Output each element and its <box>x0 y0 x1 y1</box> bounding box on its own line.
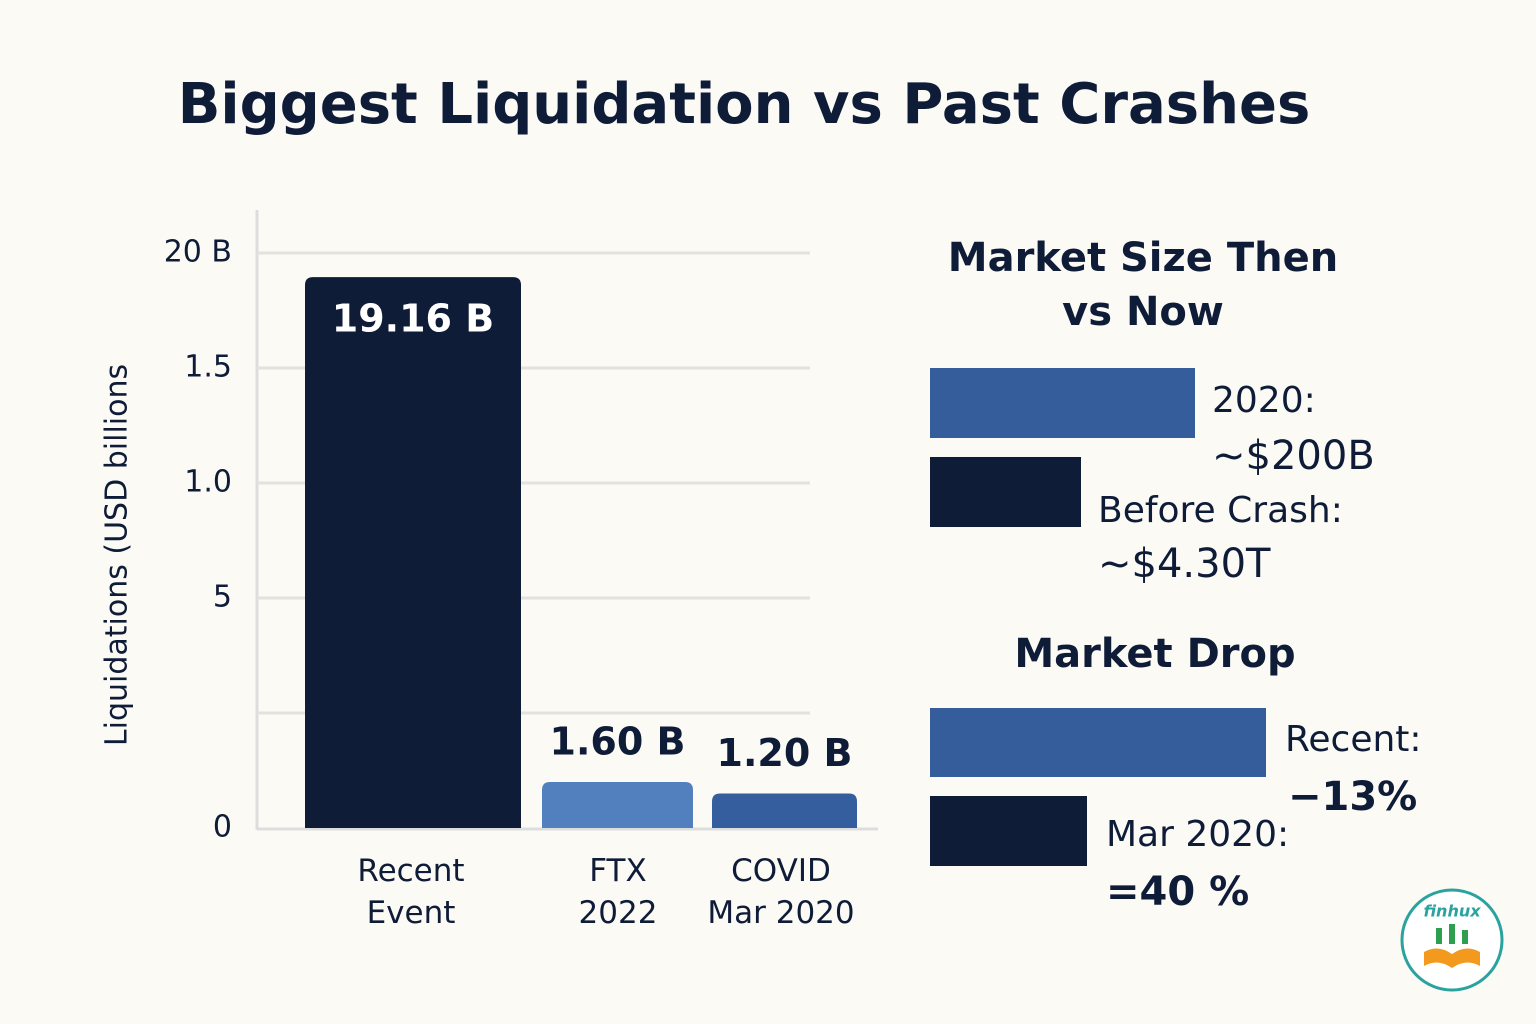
value-label: 1.60 B <box>550 720 686 764</box>
y-tick-label: 1.0 <box>184 465 232 500</box>
panel-title: vs Now <box>1062 289 1224 335</box>
logo-icon <box>1449 924 1455 944</box>
value-label: 19.16 B <box>332 297 494 341</box>
logo-icon <box>1462 930 1468 944</box>
x-tick-label: FTX 2022 <box>578 853 658 931</box>
panel-value: −13% <box>1288 774 1417 820</box>
logo-icon <box>1436 928 1442 944</box>
bar <box>712 793 857 828</box>
panel-bar <box>930 368 1195 438</box>
bar <box>542 782 693 828</box>
chart-title: Biggest Liquidation vs Past Crashes <box>178 72 1311 137</box>
logo: finhux <box>1400 888 1504 992</box>
y-tick-label: 0 <box>213 810 232 845</box>
y-tick-label: 20 B <box>164 235 232 270</box>
value-label: 1.20 B <box>717 731 853 775</box>
x-tick-label: Recent Event <box>357 853 465 931</box>
side-panel: Market Size Then vs Now 2020: ~$200B Bef… <box>930 235 1422 915</box>
panel-bar <box>930 457 1081 527</box>
panel-value: ~$200B <box>1212 433 1375 479</box>
x-tick-label: COVID Mar 2020 <box>707 853 855 931</box>
panel-label: Mar 2020: <box>1106 814 1289 855</box>
logo-icon <box>1424 948 1480 968</box>
y-tick-label: 5 <box>213 580 232 615</box>
panel-value: =40 % <box>1106 869 1249 915</box>
bar <box>305 277 521 828</box>
panel-label: 2020: <box>1212 380 1316 421</box>
y-tick-label: 1.5 <box>184 350 232 385</box>
panel-label: Recent: <box>1285 719 1422 760</box>
logo-text: finhux <box>1423 902 1481 921</box>
panel-title: Market Size Then <box>948 235 1338 281</box>
y-axis-label: Liquidations (USD billions <box>100 364 135 746</box>
panel-title: Market Drop <box>1014 631 1295 677</box>
panel-bar <box>930 708 1266 777</box>
panel-label: Before Crash: <box>1098 490 1343 531</box>
panel-bar <box>930 796 1087 866</box>
panel-value: ~$4.30T <box>1098 541 1271 587</box>
